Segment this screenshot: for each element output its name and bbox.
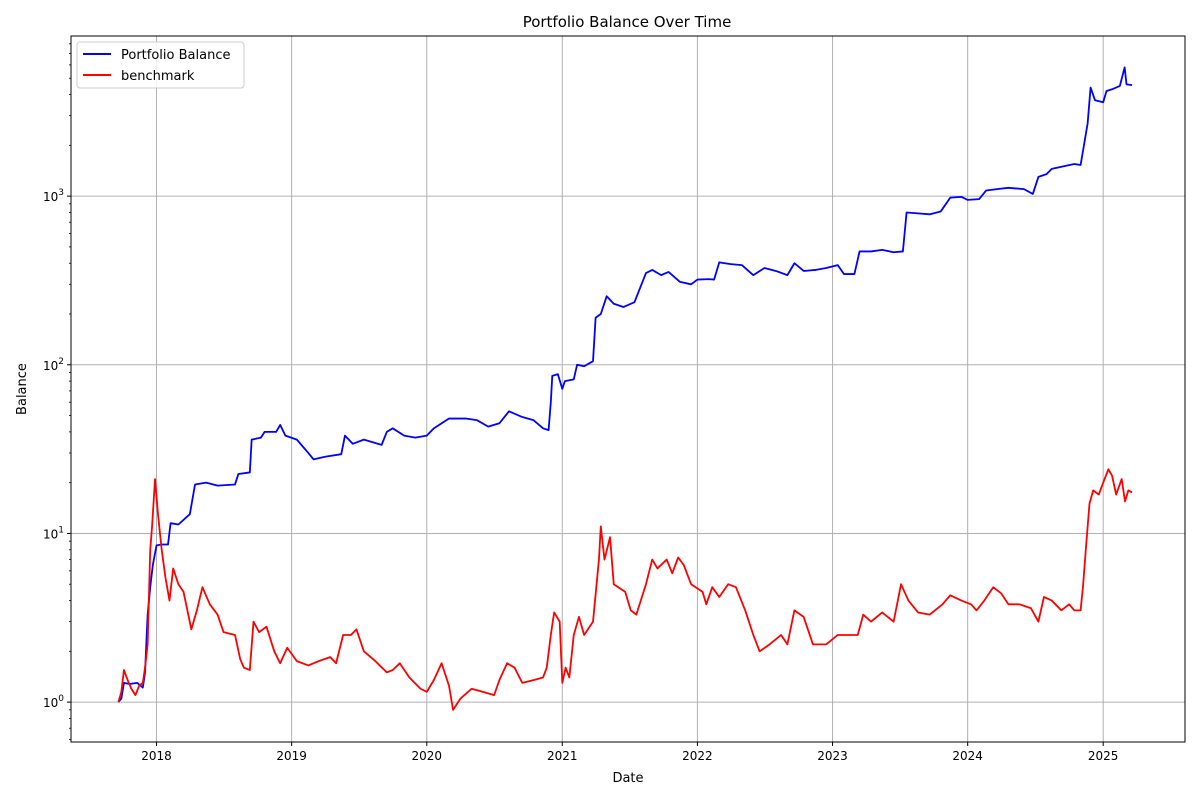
x-tick-label-2021: 2021 xyxy=(547,749,578,763)
legend-label-benchmark: benchmark xyxy=(121,69,195,84)
x-tick-label-2024: 2024 xyxy=(952,749,983,763)
series-line-portfolio-balance xyxy=(117,66,1133,703)
x-tick-label-2018: 2018 xyxy=(141,749,172,763)
plot-frame xyxy=(70,35,1186,743)
y-tick-label-1: 101 xyxy=(43,525,64,541)
y-tick-label-base: 10 xyxy=(43,696,58,710)
x-tick-label-2025: 2025 xyxy=(1088,749,1119,763)
legend-label-portfolio-balance: Portfolio Balance xyxy=(121,48,230,63)
y-tick-label-2: 102 xyxy=(43,357,64,373)
y-tick-label-base: 10 xyxy=(43,359,58,373)
series-layer xyxy=(117,66,1133,711)
legend: Portfolio Balance benchmark xyxy=(76,41,245,89)
y-tick-label-base: 10 xyxy=(43,527,58,541)
x-tick-label-2023: 2023 xyxy=(817,749,848,763)
x-tick-label-2019: 2019 xyxy=(276,749,307,763)
series-line-benchmark xyxy=(117,468,1133,711)
y-tick-label-3: 103 xyxy=(43,188,64,204)
y-tick-label-exponent: 0 xyxy=(58,694,64,704)
y-tick-label-exponent: 3 xyxy=(58,188,64,198)
x-tick-label-2022: 2022 xyxy=(682,749,713,763)
y-tick-label-exponent: 1 xyxy=(58,525,64,535)
y-tick-label-0: 100 xyxy=(43,694,64,710)
legend-box xyxy=(76,41,245,89)
tick-layer: 2018 2019 2020 2021 2022 2023 2024 202510010110… xyxy=(43,43,1119,763)
x-tick-label-2020: 2020 xyxy=(412,749,443,763)
x-axis-label: Date xyxy=(612,771,643,786)
y-axis-label: Balance xyxy=(15,363,30,415)
chart-title: Portfolio Balance Over Time xyxy=(523,13,732,31)
y-tick-label-exponent: 2 xyxy=(58,357,64,367)
grid-layer xyxy=(71,36,1185,742)
y-tick-label-base: 10 xyxy=(43,190,58,204)
